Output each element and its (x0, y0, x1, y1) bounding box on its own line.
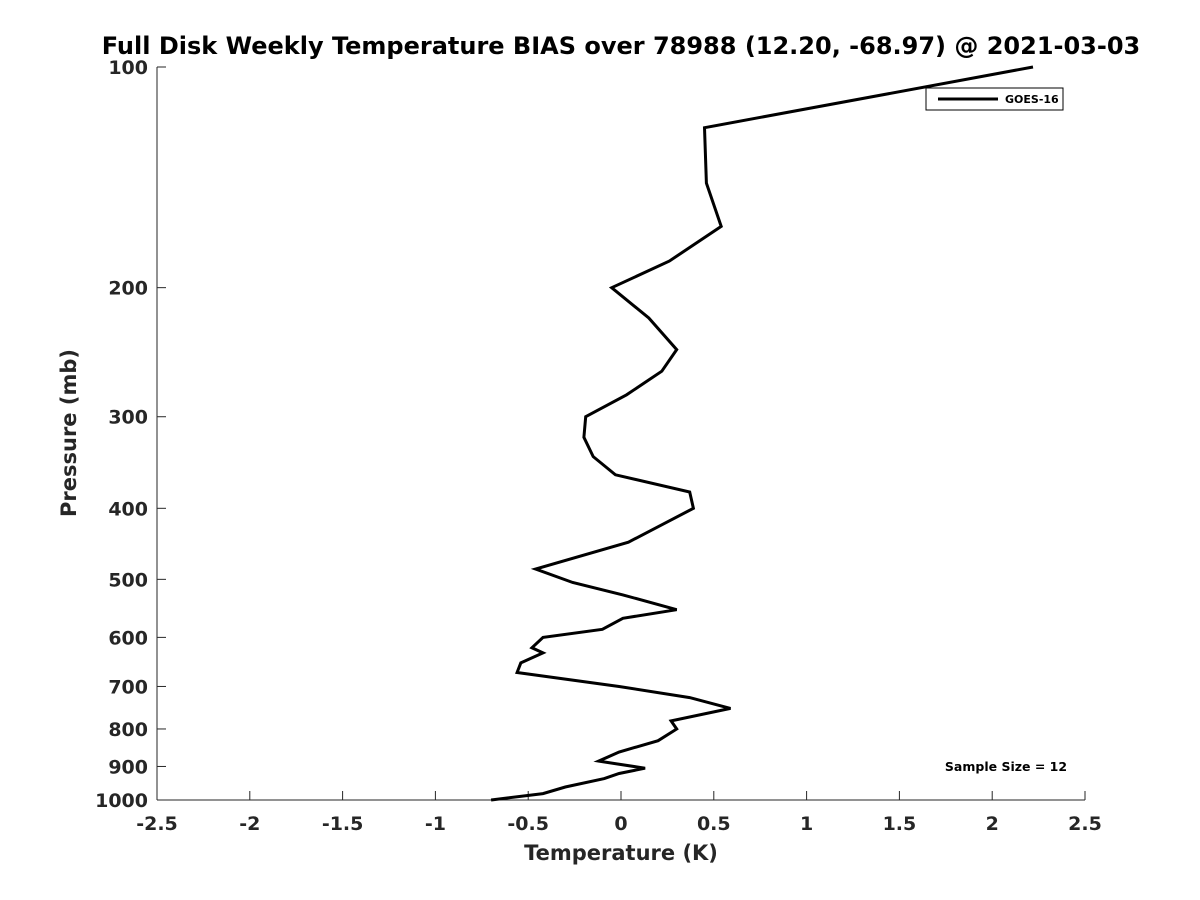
legend-entry-goes-16: GOES-16 (1005, 93, 1059, 106)
x-tick-label: -2.5 (136, 813, 178, 835)
x-tick-label: 0.5 (697, 813, 731, 835)
x-tick-label: 1 (800, 813, 813, 835)
y-axis-ticks: 100 200 300 400 500 600 700 800 900 1000 (95, 57, 166, 812)
y-tick-label: 800 (108, 719, 148, 741)
series-layer (490, 65, 1034, 802)
y-tick-label: 700 (108, 676, 148, 698)
x-tick-label: 2.5 (1068, 813, 1102, 835)
y-tick-label: 1000 (95, 790, 148, 812)
axes (156, 67, 1085, 801)
sample-size-annotation: Sample Size = 12 (945, 759, 1067, 774)
x-tick-label: 0 (614, 813, 627, 835)
x-axis-ticks: -2.5 -2 -1.5 -1 -0.5 0 0.5 1 1.5 2 2.5 (136, 791, 1102, 835)
legend: GOES-16 (925, 87, 1064, 111)
y-tick-label: 600 (108, 627, 148, 649)
y-tick-label: 200 (108, 278, 148, 300)
y-tick-label: 300 (108, 407, 148, 429)
x-tick-label: -1.5 (322, 813, 364, 835)
chart-title: Full Disk Weekly Temperature BIAS over 7… (102, 32, 1141, 60)
x-tick-label: -2 (239, 813, 260, 835)
y-tick-label: 400 (108, 498, 148, 520)
y-tick-label: 100 (108, 57, 148, 79)
x-tick-label: 1.5 (883, 813, 917, 835)
y-tick-label: 900 (108, 756, 148, 778)
x-tick-label: 2 (986, 813, 999, 835)
series-line-goes-16 (490, 65, 1034, 802)
x-tick-label: -1 (425, 813, 446, 835)
y-axis-label: Pressure (mb) (57, 349, 81, 517)
x-tick-label: -0.5 (507, 813, 549, 835)
x-axis-label: Temperature (K) (524, 841, 718, 865)
y-tick-label: 500 (108, 569, 148, 591)
